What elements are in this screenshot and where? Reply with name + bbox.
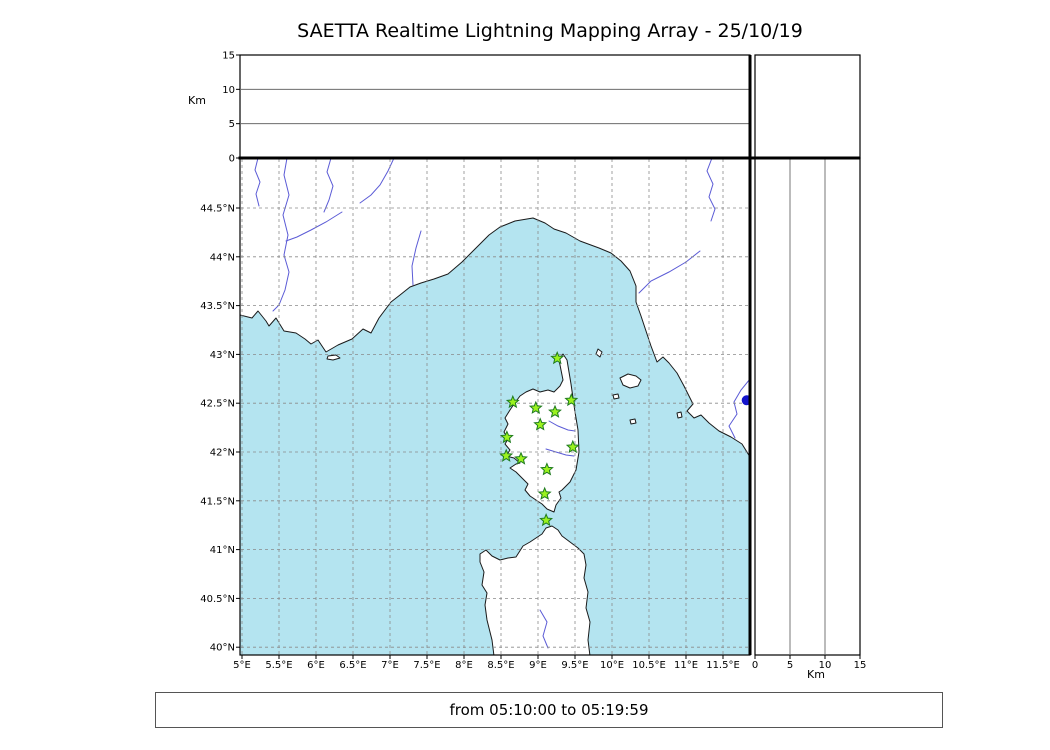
- altitude-tick-label: 0: [229, 154, 235, 165]
- lon-tick-label: 10°E: [600, 660, 624, 671]
- mainland-coastline: [240, 158, 750, 458]
- station-marker: [528, 400, 543, 414]
- lon-tick-label: 5.5°E: [265, 660, 292, 671]
- lon-tick-label: 11.5°E: [706, 660, 740, 671]
- axis-ticks: [236, 54, 861, 659]
- station-marker: [565, 439, 580, 454]
- station-markers: [499, 350, 580, 527]
- station-marker: [539, 512, 554, 527]
- source-dot: [741, 395, 750, 406]
- right-altitude-panel: [754, 157, 861, 656]
- station-marker: [564, 393, 579, 407]
- lat-tick-label: 40°N: [210, 643, 235, 654]
- lon-tick-label: 8.5°E: [487, 660, 514, 671]
- river-line: [323, 158, 334, 213]
- map-gridlines: [241, 159, 749, 654]
- capraia-island: [595, 348, 603, 358]
- lat-tick-label: 43°N: [210, 350, 235, 361]
- hyeres-island: [326, 354, 341, 361]
- altitude-tick-label: 5: [787, 660, 793, 671]
- altitude-tick-label: 10: [819, 660, 832, 671]
- corner-panel: [754, 54, 861, 159]
- lon-tick-label: 11°E: [674, 660, 698, 671]
- right-panel-unit-label: Km: [807, 668, 825, 681]
- lat-tick-label: 41.5°N: [200, 496, 235, 507]
- station-marker: [537, 486, 552, 500]
- lon-tick-label: 5°E: [233, 660, 251, 671]
- altitude-tick-label: 0: [752, 660, 758, 671]
- figure-title: SAETTA Realtime Lightning Mapping Array …: [297, 20, 803, 42]
- river-line: [411, 230, 422, 286]
- lat-tick-label: 41°N: [210, 545, 235, 556]
- lon-tick-label: 10.5°E: [632, 660, 666, 671]
- altitude-tick-label: 15: [854, 660, 867, 671]
- lon-tick-label: 7.5°E: [413, 660, 440, 671]
- altitude-panel-gridlines: [241, 88, 826, 654]
- map-area: [240, 158, 750, 655]
- rivers: [254, 158, 750, 649]
- river-line: [706, 158, 716, 222]
- lat-tick-label: 44°N: [210, 252, 235, 263]
- river-line: [539, 609, 549, 649]
- lon-tick-label: 8°E: [455, 660, 473, 671]
- lat-tick-label: 42.5°N: [200, 399, 235, 410]
- station-marker: [539, 462, 554, 476]
- sardinia-island: [479, 525, 591, 655]
- lon-tick-label: 6.5°E: [339, 660, 366, 671]
- river-line: [728, 378, 750, 439]
- lat-tick-label: 40.5°N: [200, 594, 235, 605]
- axis-tick-labels: 5°E 5.5°E 6°E 6.5°E 7°E 7.5°E 8°E 8.5°E 9°E 9.5°E…: [200, 51, 866, 672]
- river-line: [254, 158, 261, 207]
- lon-tick-label: 6°E: [307, 660, 325, 671]
- river-line: [638, 250, 701, 294]
- lon-tick-label: 9°E: [529, 660, 547, 671]
- corsica-island: [503, 353, 580, 513]
- time-range-text: from 05:10:00 to 05:19:59: [449, 701, 649, 719]
- station-marker: [505, 394, 520, 409]
- lon-tick-label: 9.5°E: [561, 660, 588, 671]
- river-line: [545, 448, 575, 457]
- top-altitude-panel: [239, 54, 751, 159]
- pianosa-island: [612, 393, 620, 400]
- station-marker: [548, 404, 562, 418]
- montecristo-island: [629, 418, 637, 425]
- elba-island: [619, 373, 642, 389]
- time-range-box: from 05:10:00 to 05:19:59: [155, 692, 943, 728]
- lat-tick-label: 43.5°N: [200, 301, 235, 312]
- top-panel-unit-label: Km: [188, 94, 206, 107]
- station-marker: [533, 417, 548, 431]
- river-line: [285, 211, 343, 242]
- source-point: [741, 395, 750, 406]
- station-marker: [499, 430, 514, 444]
- altitude-tick-label: 15: [222, 51, 235, 62]
- lat-tick-label: 42°N: [210, 448, 235, 459]
- station-marker: [499, 448, 514, 462]
- river-line: [272, 158, 290, 312]
- river-line: [548, 420, 576, 432]
- giglio-island: [676, 411, 683, 419]
- lon-tick-label: 7°E: [381, 660, 399, 671]
- altitude-tick-label: 5: [229, 119, 235, 130]
- station-marker: [550, 350, 565, 365]
- altitude-tick-label: 10: [222, 85, 235, 96]
- lat-tick-label: 44.5°N: [200, 204, 235, 215]
- station-marker: [514, 451, 528, 465]
